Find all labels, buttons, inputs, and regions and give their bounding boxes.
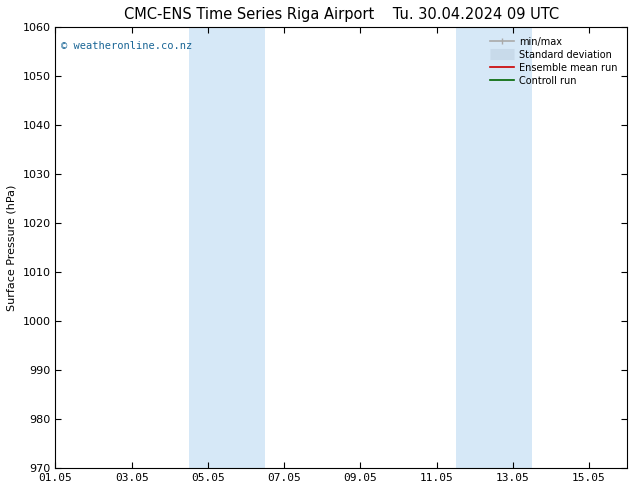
Bar bbox=[189, 27, 265, 468]
Title: CMC-ENS Time Series Riga Airport    Tu. 30.04.2024 09 UTC: CMC-ENS Time Series Riga Airport Tu. 30.… bbox=[124, 7, 559, 22]
Legend: min/max, Standard deviation, Ensemble mean run, Controll run: min/max, Standard deviation, Ensemble me… bbox=[485, 32, 622, 91]
Bar bbox=[456, 27, 532, 468]
Text: © weatheronline.co.nz: © weatheronline.co.nz bbox=[61, 41, 193, 50]
Y-axis label: Surface Pressure (hPa): Surface Pressure (hPa) bbox=[7, 185, 17, 311]
